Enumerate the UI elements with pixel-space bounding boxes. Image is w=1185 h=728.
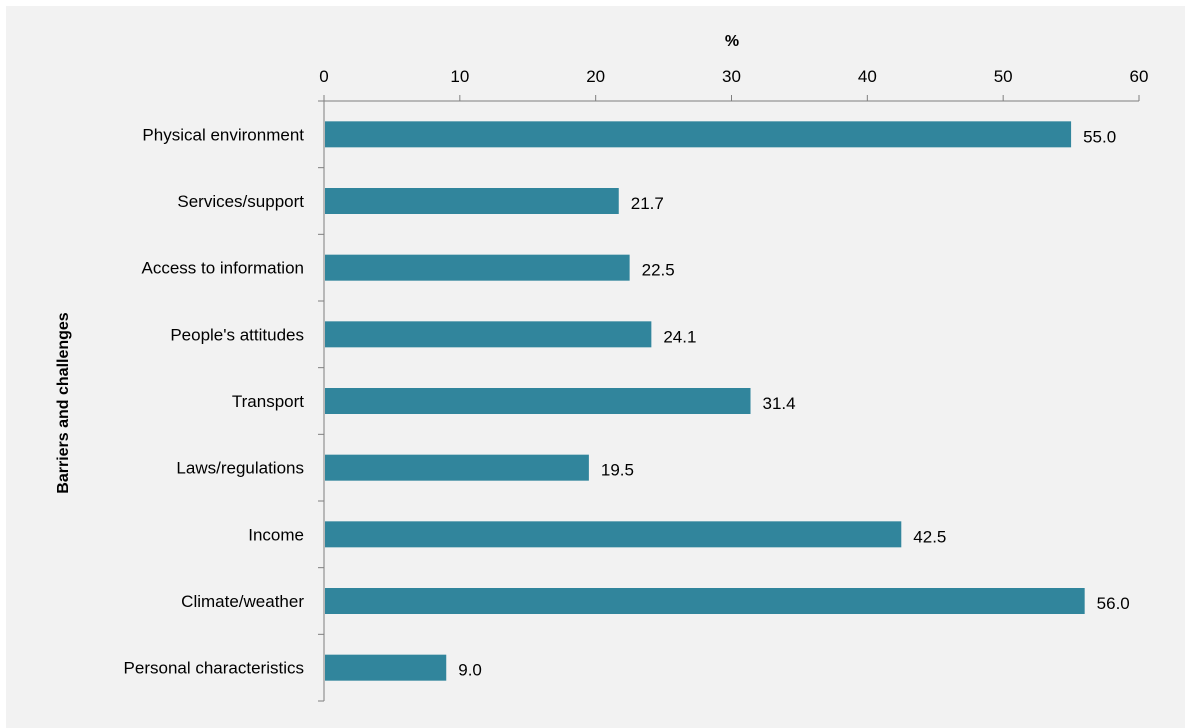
data-label: 24.1 <box>663 327 696 346</box>
category-label: Physical environment <box>142 125 304 144</box>
x-axis-title: % <box>725 33 739 50</box>
category-label: Laws/regulations <box>176 459 304 478</box>
category-label: Income <box>248 525 304 544</box>
bar <box>325 254 630 281</box>
bar <box>325 521 902 548</box>
bar <box>325 388 751 414</box>
x-tick-label: 50 <box>994 67 1013 86</box>
data-label: 22.5 <box>642 261 675 280</box>
bar <box>325 454 589 481</box>
data-label: 9.0 <box>458 661 482 680</box>
x-axis: 0 10 20 30 40 50 60 <box>319 67 1149 102</box>
data-label: 55.0 <box>1083 127 1116 146</box>
category-label: Climate/weather <box>181 592 304 611</box>
category-label: Services/support <box>177 192 304 211</box>
data-label: 56.0 <box>1097 594 1130 613</box>
bar <box>325 321 652 348</box>
bar <box>325 654 447 681</box>
category-label: People's attitudes <box>170 325 304 344</box>
bar <box>325 121 1072 148</box>
data-labels: 55.0 21.7 22.5 24.1 31.4 19.5 42.5 56.0 9.0 <box>458 127 1130 679</box>
x-tick-label: 10 <box>450 67 469 86</box>
data-label: 21.7 <box>631 194 664 213</box>
x-tick-label: 30 <box>722 67 741 86</box>
y-axis: Physical environment Services/support Acce… <box>124 100 325 702</box>
category-label: Access to information <box>141 259 304 278</box>
x-tick-label: 60 <box>1130 67 1149 86</box>
category-label: Transport <box>232 392 304 411</box>
data-label: 42.5 <box>913 527 946 546</box>
figure-title-strip <box>0 0 1185 6</box>
bar <box>325 588 1085 614</box>
bars <box>325 121 1085 681</box>
category-label: Personal characteristics <box>124 659 304 678</box>
x-tick-label: 20 <box>586 67 605 86</box>
data-label: 19.5 <box>601 461 634 480</box>
x-tick-label: 0 <box>319 67 328 86</box>
data-label: 31.4 <box>763 394 796 413</box>
y-axis-title: Barriers and challenges <box>55 312 72 494</box>
x-tick-label: 40 <box>858 67 877 86</box>
bar <box>325 188 619 214</box>
